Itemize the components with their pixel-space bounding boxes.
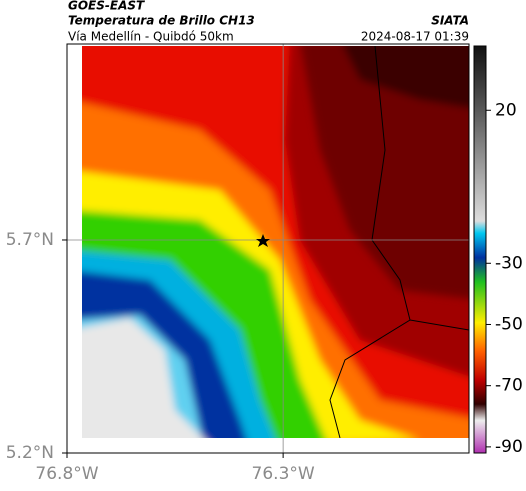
colorbar-tick-label: -30	[495, 253, 523, 273]
x-tick-label: 76.8°W	[35, 464, 98, 484]
city-marker	[256, 234, 270, 247]
colorbar-tick-label: 20	[495, 100, 517, 120]
y-tick-label: 5.2°N	[6, 443, 54, 463]
agency: SIATA	[431, 14, 469, 28]
colorbar-tick-label: -90	[495, 437, 523, 457]
source: GOES-EAST	[68, 0, 145, 13]
colorbar-tick-label: -70	[495, 376, 523, 396]
y-tick-label: 5.7°N	[6, 230, 54, 250]
datetime: 2024-08-17 01:39	[361, 30, 469, 44]
map-frame	[66, 43, 470, 454]
x-tick-label: 76.3°W	[252, 464, 315, 484]
brightness-field	[82, 46, 469, 438]
colorbar	[473, 45, 487, 454]
subtitle: Vía Medellín - Quibdó 50km	[68, 30, 234, 44]
title: Temperatura de Brillo CH13	[68, 14, 255, 28]
colorbar-tick-label: -50	[495, 314, 523, 334]
